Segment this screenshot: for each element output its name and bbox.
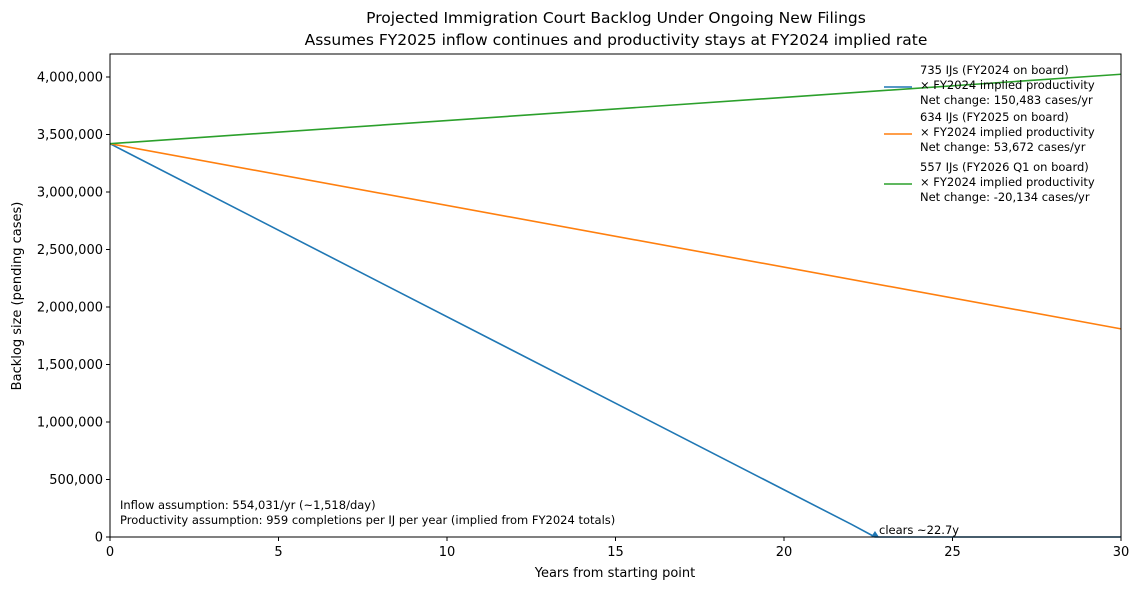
- legend-line: Net change: -20,134 cases/yr: [920, 190, 1090, 204]
- y-tick-label: 1,500,000: [37, 358, 103, 373]
- legend-line: 735 IJs (FY2024 on board): [920, 63, 1069, 77]
- y-axis-ticks: 0 500,000 1,000,000 1,500,000 2,000,000 2,500…: [37, 71, 110, 546]
- y-tick-label: 2,500,000: [37, 243, 103, 258]
- y-tick-label: 0: [95, 531, 103, 546]
- legend-line: × FY2024 implied productivity: [920, 78, 1095, 92]
- legend-line: × FY2024 implied productivity: [920, 125, 1095, 139]
- x-tick-label: 30: [1113, 545, 1130, 560]
- y-tick-label: 500,000: [49, 473, 103, 488]
- y-tick-label: 1,000,000: [37, 416, 103, 431]
- inflow-note: Inflow assumption: 554,031/yr (~1,518/da…: [120, 498, 376, 512]
- legend-line: Net change: 150,483 cases/yr: [920, 93, 1093, 107]
- chart-subtitle: Assumes FY2025 inflow continues and prod…: [305, 31, 928, 49]
- x-tick-label: 20: [776, 545, 793, 560]
- series-line-2: [109, 142, 1122, 330]
- x-tick-label: 5: [274, 545, 282, 560]
- legend-line: 634 IJs (FY2025 on board): [920, 110, 1069, 124]
- chart-title: Projected Immigration Court Backlog Unde…: [366, 9, 866, 27]
- series-line-3: [109, 73, 1122, 145]
- x-axis-label: Years from starting point: [534, 566, 695, 581]
- productivity-note: Productivity assumption: 959 completions…: [120, 513, 615, 527]
- x-axis-ticks: 0 5 10 15 20 25 30: [106, 537, 1129, 560]
- legend-line: Net change: 53,672 cases/yr: [920, 140, 1086, 154]
- y-tick-label: 3,500,000: [37, 128, 103, 143]
- legend-entry-1: 735 IJs (FY2024 on board) × FY2024 implie…: [920, 63, 1095, 107]
- series-markers: [870, 531, 879, 537]
- y-tick-label: 2,000,000: [37, 301, 103, 316]
- legend: 735 IJs (FY2024 on board) × FY2024 implie…: [884, 63, 1095, 204]
- legend-line: × FY2024 implied productivity: [920, 175, 1095, 189]
- x-tick-label: 25: [944, 545, 961, 560]
- x-tick-label: 10: [439, 545, 456, 560]
- legend-entry-2: 634 IJs (FY2025 on board) × FY2024 implie…: [920, 110, 1095, 154]
- clears-annotation: clears ~22.7y: [879, 523, 959, 537]
- clears-marker: [870, 531, 879, 537]
- x-tick-label: 0: [106, 545, 114, 560]
- y-tick-label: 3,000,000: [37, 186, 103, 201]
- legend-line: 557 IJs (FY2026 Q1 on board): [920, 160, 1089, 174]
- y-axis-label: Backlog size (pending cases): [10, 202, 25, 391]
- y-tick-label: 4,000,000: [37, 71, 103, 86]
- plot-frame: [109, 53, 1122, 538]
- legend-entry-3: 557 IJs (FY2026 Q1 on board) × FY2024 imp…: [920, 160, 1095, 204]
- x-tick-label: 15: [607, 545, 624, 560]
